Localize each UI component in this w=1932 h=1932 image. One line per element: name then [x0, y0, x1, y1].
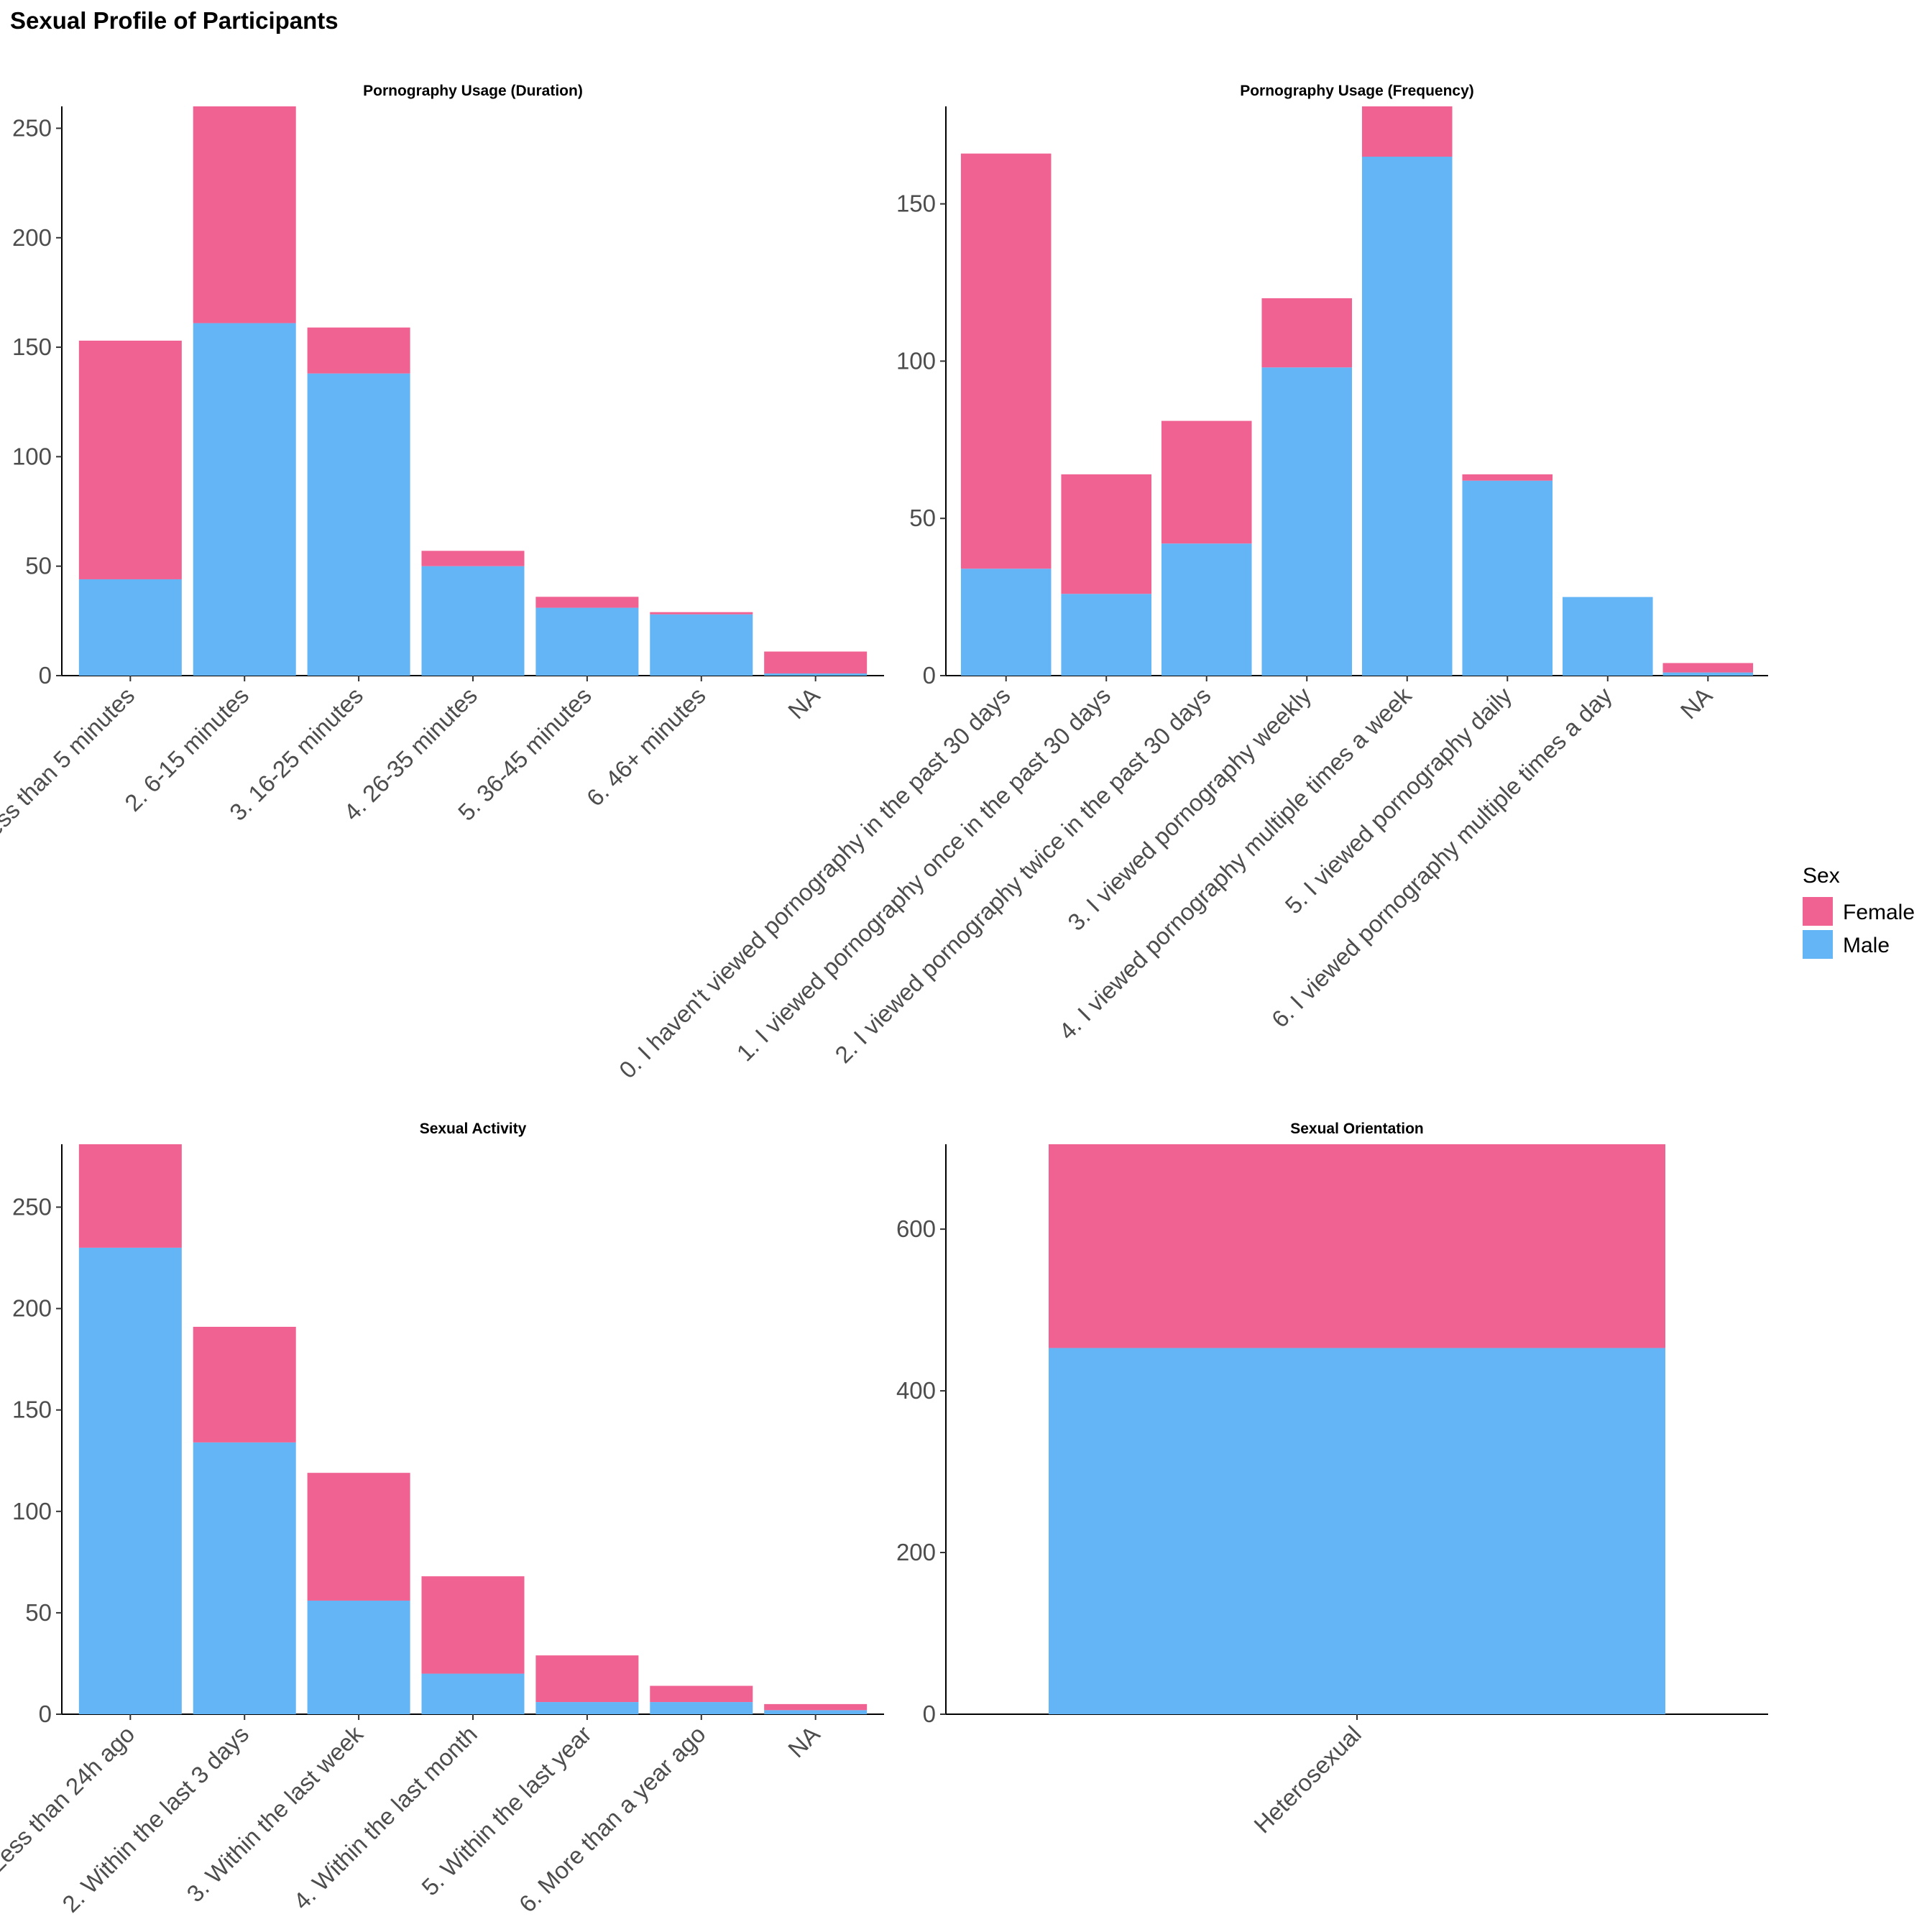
- legend-label-male: Male: [1843, 934, 1890, 957]
- bar-male-4-within-the-last-month: [421, 1673, 525, 1714]
- y-tick-label: 0: [39, 1701, 52, 1727]
- chart-title: Pornography Usage (Duration): [363, 83, 583, 99]
- y-tick-label: 200: [12, 1295, 52, 1322]
- x-tick-label: 2. 6-15 minutes: [119, 682, 254, 816]
- x-tick-label: 0. I haven't viewed pornography in the p…: [614, 682, 1016, 1084]
- bar-female-6-46-minutes: [650, 612, 753, 615]
- bar-female-0-i-haven-t-viewed-pornography-in-the-past-30-days: [960, 153, 1052, 569]
- bar-male-1-less-than-5-minutes: [78, 579, 182, 676]
- bar-male-3-16-25-minutes: [307, 373, 410, 676]
- chart-panel-sexual-activity: Sexual Activity0501001502002501. Less th…: [0, 1121, 884, 1918]
- bar-male-5-36-45-minutes: [535, 607, 639, 676]
- legend: Sex Female Male: [1803, 864, 1915, 959]
- chart-title: Pornography Usage (Frequency): [1240, 83, 1474, 99]
- bar-female-2-6-15-minutes: [193, 106, 296, 323]
- bar-male-5-within-the-last-year: [535, 1702, 639, 1714]
- x-tick-label: 6. I viewed pornography multiple times a…: [1266, 681, 1617, 1032]
- bar-female-5-i-viewed-pornography-daily: [1462, 474, 1553, 481]
- bar-male-heterosexual: [1049, 1348, 1665, 1714]
- bar-female-na: [764, 651, 868, 673]
- bar-male-2-within-the-last-3-days: [193, 1442, 296, 1714]
- chart-panel-pornography-usage-frequency: Pornography Usage (Frequency) 0 50 100 150 0.…: [614, 83, 1768, 1083]
- bar-female-4-26-35-minutes: [421, 551, 525, 566]
- x-tick-label: 1. I viewed pornography once in the past…: [731, 682, 1116, 1067]
- chart-panel-pornography-usage-duration: Pornography Usage (Duration) 0 50 100 150 200…: [0, 83, 884, 870]
- x-tick-label: 4. I viewed pornography multiple times a…: [1054, 681, 1417, 1044]
- x-tick-label: 4. Within the last month: [288, 1721, 482, 1915]
- x-tick-label: NA: [1675, 682, 1718, 724]
- bar-female-4-within-the-last-month: [421, 1576, 525, 1674]
- bar-male-2-6-15-minutes: [193, 323, 296, 676]
- y-tick-label: 0: [39, 662, 52, 689]
- chart-panel-sexual-orientation: Sexual Orientation 0 200 400 600 Heterosexual: [896, 1121, 1768, 1838]
- bar-female-1-i-viewed-pornography-once-in-the-past-30-days: [1061, 474, 1151, 594]
- bar-female-3-16-25-minutes: [307, 327, 410, 374]
- y-tick-label: 100: [896, 347, 936, 374]
- chart-title: Sexual Activity: [420, 1121, 527, 1137]
- x-tick-label: 1. Less than 5 minutes: [0, 682, 139, 870]
- y-tick-label: 600: [896, 1215, 936, 1242]
- y-tick-label: 200: [12, 224, 52, 251]
- bar-female-na: [1662, 663, 1754, 673]
- bar-male-na: [1662, 672, 1754, 676]
- page-title: Sexual Profile of Participants: [10, 7, 339, 34]
- legend-label-female: Female: [1843, 901, 1915, 924]
- bar-female-2-within-the-last-3-days: [193, 1326, 296, 1443]
- bar-male-5-i-viewed-pornography-daily: [1462, 480, 1553, 676]
- y-tick-label: 150: [12, 1397, 52, 1423]
- bar-female-heterosexual: [1049, 1144, 1665, 1348]
- y-tick-label: 150: [896, 190, 936, 217]
- bar-female-2-i-viewed-pornography-twice-in-the-past-30-days: [1161, 420, 1252, 544]
- y-tick-label: 0: [923, 662, 936, 689]
- bar-male-na: [764, 1710, 868, 1714]
- y-tick-label: 400: [896, 1377, 936, 1404]
- chart-title: Sexual Orientation: [1290, 1121, 1424, 1137]
- bar-male-3-i-viewed-pornography-weekly: [1261, 367, 1353, 676]
- y-tick-label: 0: [923, 1701, 936, 1727]
- bar-male-6-46-minutes: [650, 614, 753, 676]
- x-tick-label: NA: [783, 1721, 825, 1763]
- y-tick-label: 50: [25, 553, 52, 579]
- x-tick-label: 2. Within the last 3 days: [57, 1721, 254, 1918]
- bar-male-1-i-viewed-pornography-once-in-the-past-30-days: [1061, 594, 1151, 676]
- bar-female-na: [764, 1703, 868, 1711]
- bar-female-1-less-than-5-minutes: [78, 340, 182, 579]
- bar-female-5-within-the-last-year: [535, 1655, 639, 1703]
- y-tick-label: 250: [12, 1193, 52, 1220]
- legend-swatch-male: [1803, 930, 1833, 959]
- y-tick-label: 200: [896, 1539, 936, 1565]
- bar-female-6-more-than-a-year-ago: [650, 1685, 753, 1703]
- y-tick-label: 100: [12, 443, 52, 469]
- bar-male-4-26-35-minutes: [421, 566, 525, 676]
- legend-swatch-female: [1803, 897, 1833, 926]
- bar-female-1-less-than-24h-ago: [78, 1144, 182, 1248]
- x-tick-label: Heterosexual: [1248, 1721, 1366, 1839]
- y-tick-label: 100: [12, 1498, 52, 1524]
- legend-title: Sex: [1803, 864, 1840, 888]
- bar-male-3-within-the-last-week: [307, 1600, 410, 1714]
- bar-male-0-i-haven-t-viewed-pornography-in-the-past-30-days: [960, 569, 1052, 676]
- bar-male-na: [764, 673, 868, 676]
- bar-male-4-i-viewed-pornography-multiple-times-a-week: [1361, 157, 1453, 676]
- y-tick-label: 250: [12, 114, 52, 141]
- bar-female-3-i-viewed-pornography-weekly: [1261, 298, 1353, 368]
- y-tick-label: 50: [909, 505, 936, 531]
- y-tick-label: 150: [12, 334, 52, 360]
- bar-female-5-36-45-minutes: [535, 597, 639, 608]
- x-tick-label: 6. More than a year ago: [514, 1721, 711, 1918]
- y-tick-label: 50: [25, 1599, 52, 1626]
- bar-male-6-more-than-a-year-ago: [650, 1702, 753, 1714]
- x-tick-label: NA: [783, 682, 825, 724]
- chart-panels: Pornography Usage (Duration) 0 50 100 150 200…: [0, 83, 1768, 1918]
- bar-male-1-less-than-24h-ago: [78, 1247, 182, 1714]
- bar-male-6-i-viewed-pornography-multiple-times-a-day: [1563, 597, 1653, 676]
- bar-male-2-i-viewed-pornography-twice-in-the-past-30-days: [1161, 543, 1252, 676]
- bar-female-4-i-viewed-pornography-multiple-times-a-week: [1361, 106, 1453, 157]
- bar-female-3-within-the-last-week: [307, 1473, 410, 1601]
- x-tick-label: 6. 46+ minutes: [581, 682, 711, 811]
- x-tick-label: 2. I viewed pornography twice in the pas…: [829, 682, 1215, 1068]
